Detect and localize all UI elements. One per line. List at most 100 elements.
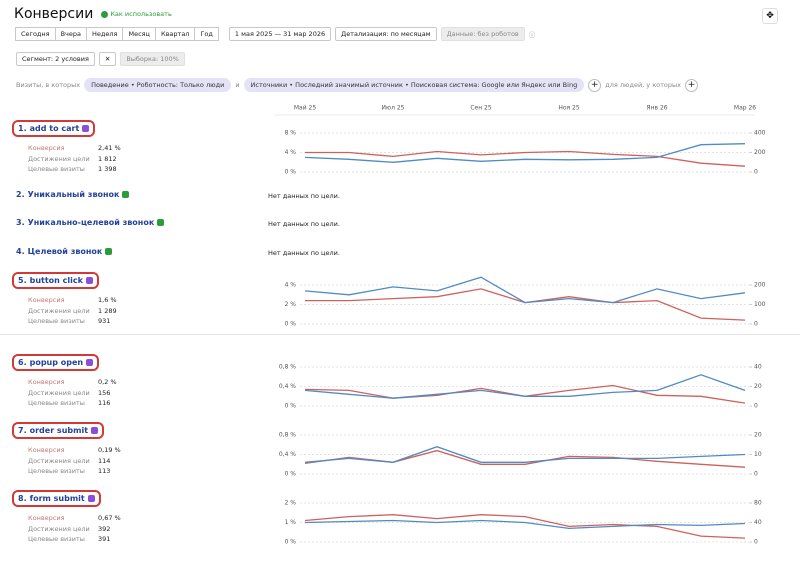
goal-name[interactable]: form submit: [29, 494, 85, 503]
y-tick-label: 4 %: [285, 282, 297, 289]
add-filter[interactable]: +: [588, 78, 602, 92]
month-label: Май 25: [294, 105, 316, 112]
y2-tick-label: 40: [754, 519, 762, 526]
goal-number[interactable]: 3.: [16, 218, 25, 227]
header: Конверсии Как использовать: [14, 6, 172, 22]
filter-chip[interactable]: Поведение • Роботность: Только люди: [84, 78, 232, 92]
goal-icon: [157, 219, 165, 226]
series-line: [304, 143, 746, 163]
filters-row: Визиты, в которых Поведение • Роботность…: [16, 78, 698, 92]
metric-label: Конверсия: [28, 144, 65, 152]
settings-button[interactable]: ✥: [762, 8, 778, 24]
goal-title[interactable]: 4. Целевой звонок: [16, 247, 113, 256]
metric-value: 2,41 %: [98, 144, 121, 152]
goal-title[interactable]: 8. form submit: [12, 490, 101, 507]
y2-tick-label: 100: [754, 301, 766, 308]
goal-title[interactable]: 1. add to cart: [11, 120, 96, 137]
goal-title[interactable]: 6. popup open: [11, 354, 100, 371]
metric-value: 116: [98, 399, 111, 407]
goal-number[interactable]: 2.: [16, 190, 25, 199]
series-line: [305, 150, 746, 167]
goal-number[interactable]: 5.: [18, 276, 27, 285]
y2-tick-label: 400: [754, 130, 766, 137]
metric-value: 0,67 %: [98, 514, 121, 522]
metric-label: Конверсия: [28, 378, 65, 386]
y2-tick-label: 20: [754, 383, 762, 390]
metric-value: 392: [98, 524, 111, 533]
y2-tick-label: 200: [754, 149, 766, 156]
period-button[interactable]: Вчера: [54, 27, 88, 41]
goal-number[interactable]: 7.: [18, 426, 27, 435]
goal-number[interactable]: 1.: [18, 124, 27, 133]
y-tick-label: 0,8 %: [279, 432, 296, 439]
series-line: [304, 449, 746, 468]
help-link[interactable]: Как использовать: [101, 10, 172, 18]
metric-value: 1 812: [98, 154, 117, 163]
metric-label: Целевые визиты: [28, 317, 85, 325]
goal-number[interactable]: 4.: [16, 247, 25, 256]
metric-label: Достижения цели: [28, 154, 90, 163]
goal-title[interactable]: 3. Уникально-целевой звонок: [16, 218, 165, 227]
detail-select[interactable]: Детализация: по месяцам: [335, 27, 437, 41]
goal-number[interactable]: 6.: [18, 358, 27, 367]
metric-label: Целевые визиты: [28, 467, 85, 475]
goal-icon: [86, 359, 94, 366]
y-tick-label: 8 %: [285, 130, 297, 137]
month-label: Янв 26: [646, 105, 667, 112]
metric-label: Достижения цели: [28, 306, 90, 315]
metric-value: 1,6 %: [98, 296, 117, 304]
period-button[interactable]: Сегодня: [15, 27, 56, 41]
no-data: Нет данных по цели.: [268, 220, 340, 228]
period-button[interactable]: Год: [194, 27, 219, 41]
goal-name[interactable]: popup open: [29, 358, 84, 367]
goal-icon: [87, 495, 95, 502]
filters-tail: для людей, у которых: [605, 81, 681, 89]
y-tick-label: 0,8 %: [279, 364, 296, 371]
add-filter[interactable]: +: [685, 78, 698, 92]
goal-name[interactable]: Уникально-целевой звонок: [27, 218, 155, 227]
goal-name[interactable]: Уникальный звонок: [27, 190, 120, 199]
segment-button[interactable]: Сегмент: 2 условия: [16, 52, 95, 66]
y2-tick-label: 80: [754, 500, 762, 507]
goal-title[interactable]: 5. button click: [12, 272, 99, 289]
metric-label: Конверсия: [28, 296, 65, 304]
metric-value: 1 398: [98, 165, 117, 173]
filter-chip[interactable]: Источники • Последний значимый источник …: [243, 78, 585, 92]
segment-clear[interactable]: ✕: [98, 52, 117, 66]
info-icon: ⓘ: [528, 31, 536, 39]
y2-tick-label: 200: [754, 282, 766, 289]
y-tick-label: 2 %: [285, 301, 297, 308]
help-text[interactable]: Как использовать: [110, 10, 172, 18]
filters-and: и: [235, 81, 240, 89]
period-button[interactable]: Неделя: [86, 27, 124, 41]
separator: [0, 334, 800, 335]
period-button[interactable]: Месяц: [122, 27, 156, 41]
y-tick-label: 0 %: [285, 169, 297, 176]
y-tick-label: 0 %: [285, 321, 297, 328]
goal-title[interactable]: 7. order submit: [11, 422, 105, 439]
series-line: [304, 384, 746, 404]
period-button[interactable]: Квартал: [154, 27, 196, 41]
goal-number[interactable]: 8.: [18, 494, 27, 503]
goal-name[interactable]: order submit: [29, 426, 89, 435]
help-icon: [101, 10, 109, 18]
month-label: Мар 26: [734, 105, 756, 112]
series-line: [304, 514, 746, 539]
data-select[interactable]: Данные: без роботов: [440, 27, 525, 41]
metric-label: Достижения цели: [28, 456, 90, 465]
series-line: [304, 446, 746, 463]
metric-value: 156: [98, 388, 111, 397]
goal-name[interactable]: add to cart: [29, 124, 80, 133]
goal-name[interactable]: button click: [29, 276, 83, 285]
series-line: [304, 276, 746, 304]
goal-title[interactable]: 2. Уникальный звонок: [16, 190, 130, 199]
series-line: [304, 374, 746, 399]
y-tick-label: 0,4 %: [279, 451, 296, 458]
sample-select[interactable]: Выборка: 100%: [120, 52, 185, 66]
goal-name[interactable]: Целевой звонок: [27, 247, 103, 256]
metric-label: Целевые визиты: [28, 165, 85, 173]
date-range[interactable]: 1 мая 2025 — 31 мар 2026: [228, 27, 332, 41]
month-label: Ноя 25: [558, 105, 580, 112]
toolbar: Сегодня Вчера Неделя Месяц Квартал Год 1 мая …: [15, 27, 536, 41]
